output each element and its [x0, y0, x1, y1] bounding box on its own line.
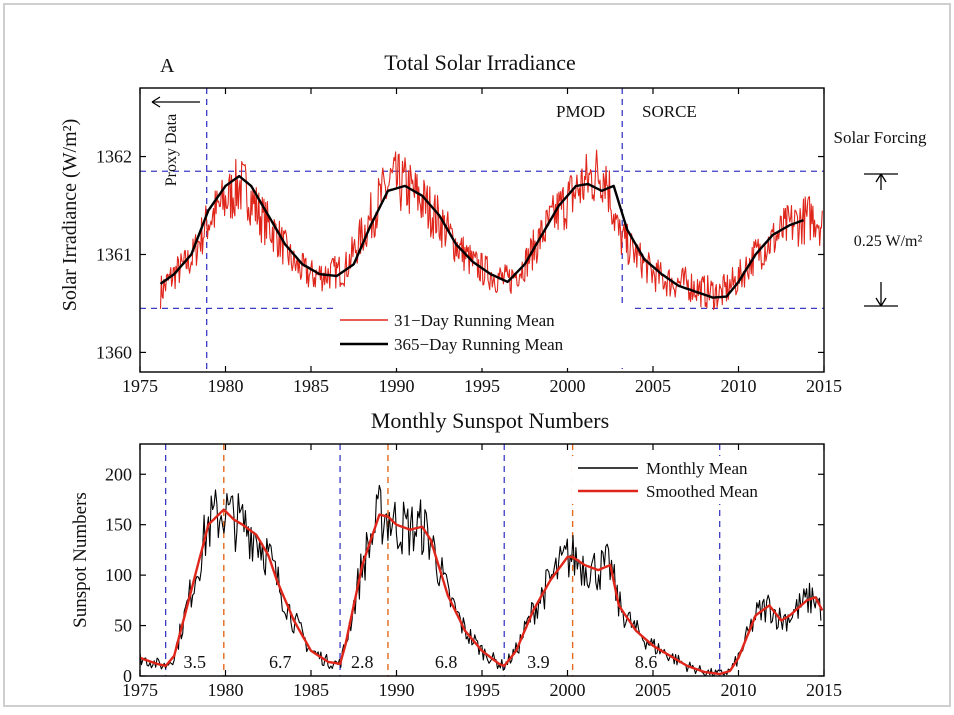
- cycle-length-label: 3.9: [527, 652, 550, 672]
- forcing-value: 0.25 W/m²: [854, 233, 923, 250]
- x-tick-label: 2000: [550, 376, 586, 396]
- x-tick-label: 2000: [550, 680, 586, 700]
- tsi-series: [159, 149, 823, 311]
- x-tick-label: 1975: [122, 680, 158, 700]
- proxy-arrowhead: [151, 96, 161, 108]
- cycle-length-label: 2.8: [351, 652, 374, 672]
- y-tick-label: 100: [105, 565, 132, 585]
- pmod-label: PMOD: [556, 102, 605, 121]
- sunspot-ticks: 1975 1980 1985 1990 1995 2000 2005 2010 2015 0 50 1…: [105, 444, 842, 700]
- y-tick-label: 1361: [96, 244, 132, 264]
- y-tick-label: 50: [114, 616, 132, 636]
- x-tick-label: 2010: [721, 376, 757, 396]
- cycle-length-label: 6.7: [269, 652, 292, 672]
- x-tick-label: 1990: [379, 680, 415, 700]
- tsi-ylabel: Solar Irradiance (W/m²): [59, 119, 81, 312]
- sorce-label: SORCE: [642, 102, 697, 121]
- solar-forcing-annotation: Solar Forcing 0.25 W/m²: [833, 128, 927, 307]
- legend-monthly-label: Monthly Mean: [646, 459, 748, 478]
- x-tick-label: 2015: [806, 376, 842, 396]
- sunspot-cycle-labels: 3.5 6.7 2.8 6.8 3.9 8.6: [183, 652, 657, 672]
- x-tick-label: 1985: [293, 680, 329, 700]
- tsi-legend: 31−Day Running Mean 365−Day Running Mean: [334, 306, 630, 368]
- tsi-ticks: 1975 1980 1985 1990 1995 2000 2005 2010 2015 1360…: [96, 88, 842, 396]
- y-tick-label: 0: [123, 666, 132, 686]
- outer-border: [3, 3, 951, 707]
- tsi-title: Total Solar Irradiance: [384, 50, 575, 75]
- x-tick-label: 1985: [293, 376, 329, 396]
- x-tick-label: 1980: [208, 376, 244, 396]
- series-line-0: [159, 149, 823, 311]
- x-tick-label: 1995: [464, 680, 500, 700]
- cycle-length-label: 8.6: [635, 652, 658, 672]
- x-tick-label: 2005: [635, 376, 671, 396]
- sunspot-legend: Monthly Mean Smoothed Mean: [572, 456, 798, 504]
- forcing-label: Solar Forcing: [833, 128, 927, 147]
- y-tick-label: 1362: [96, 147, 132, 167]
- proxy-annotation: Proxy Data: [151, 96, 200, 186]
- y-tick-label: 150: [105, 515, 132, 535]
- tsi-legend-box: [334, 306, 630, 368]
- x-tick-label: 1980: [208, 680, 244, 700]
- legend-31day-label: 31−Day Running Mean: [394, 311, 555, 330]
- forcing-down-arrowhead: [875, 297, 887, 307]
- x-tick-label: 2015: [806, 680, 842, 700]
- x-tick-label: 1990: [379, 376, 415, 396]
- cycle-length-label: 3.5: [183, 652, 206, 672]
- x-tick-label: 2005: [635, 680, 671, 700]
- legend-smoothed-label: Smoothed Mean: [646, 482, 758, 501]
- sunspot-legend-box: [572, 456, 798, 504]
- panel-letter: A: [160, 55, 175, 77]
- y-tick-label: 1360: [96, 342, 132, 362]
- sunspot-ylabel: Sunspot Numbers: [70, 492, 91, 628]
- x-tick-label: 2010: [721, 680, 757, 700]
- proxy-label: Proxy Data: [163, 114, 180, 186]
- series-line-1: [159, 174, 804, 299]
- x-tick-label: 1995: [464, 376, 500, 396]
- x-tick-label: 1975: [122, 376, 158, 396]
- forcing-up-arrowhead: [875, 173, 887, 183]
- sunspot-title: Monthly Sunspot Numbers: [371, 408, 609, 433]
- sunspot-series: [139, 484, 824, 677]
- cycle-length-label: 6.8: [435, 652, 458, 672]
- legend-365day-label: 365−Day Running Mean: [394, 335, 564, 354]
- sunspot-panel: Monthly Sunspot Numbers Sunspot Numbers …: [70, 408, 842, 700]
- tsi-panel: A Total Solar Irradiance Solar Irradianc…: [59, 50, 927, 396]
- y-tick-label: 200: [105, 464, 132, 484]
- series-line-1: [139, 508, 824, 676]
